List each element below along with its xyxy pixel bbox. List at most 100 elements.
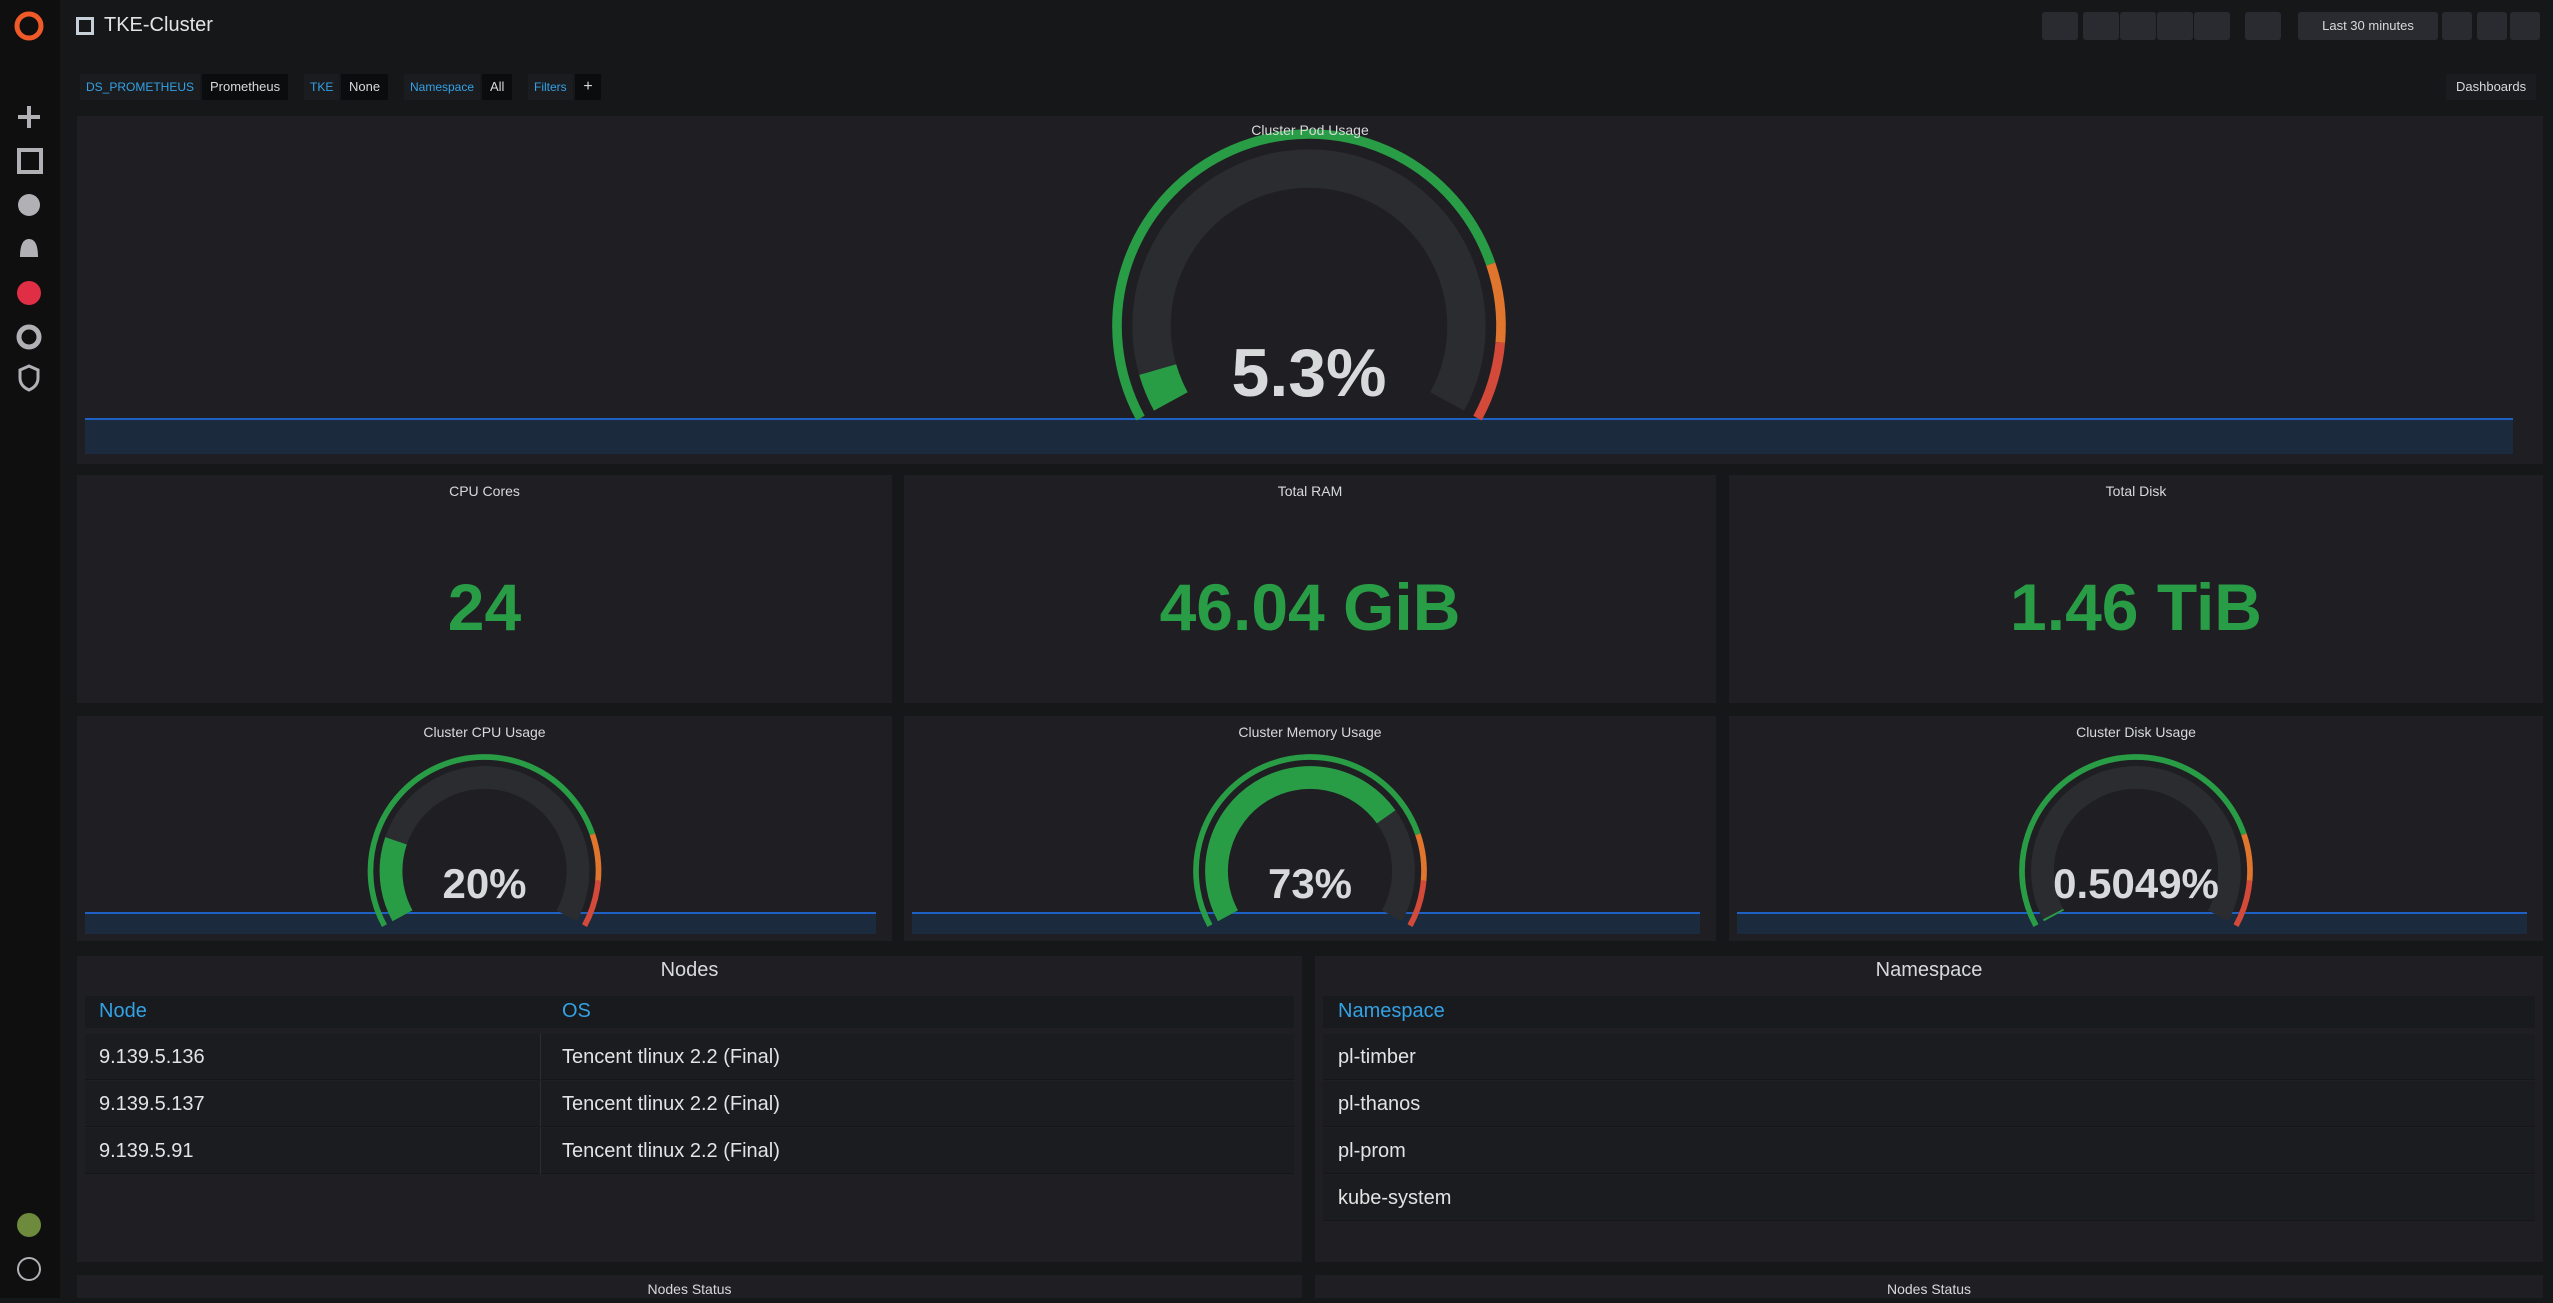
- gauge-panel: 20% Cluster CPU Usage: [77, 716, 892, 941]
- cell-divider: [540, 1081, 541, 1127]
- stat-value: 46.04 GiB: [1159, 570, 1461, 644]
- gauge-value-label: 0.5049%: [2053, 860, 2219, 907]
- stat-panel: Total RAM 46.04 GiB: [904, 475, 1716, 703]
- table-row: [1323, 1128, 2535, 1174]
- gauge-value: [1139, 363, 1188, 411]
- gauge: 73%: [1193, 754, 1427, 928]
- sidebar: [0, 0, 60, 1298]
- time-picker[interactable]: Last 30 minutes: [2298, 12, 2438, 40]
- toolbar-button[interactable]: [2120, 12, 2156, 40]
- panel-title: Cluster Pod Usage: [1251, 122, 1369, 138]
- status-panel: Nodes Status: [77, 1275, 1302, 1298]
- toolbar-button[interactable]: [2083, 12, 2119, 40]
- gauge-threshold: [1486, 262, 1506, 343]
- panel-title: Cluster Disk Usage: [2076, 724, 2196, 740]
- table-cell: pl-thanos: [1338, 1093, 1421, 1115]
- table-panel: Nodes Node OS 9.139.5.136 Tencent tlinux 2.2…: [77, 956, 1302, 1262]
- gauge-value-label: 20%: [442, 860, 526, 907]
- toolbar-button[interactable]: [2245, 12, 2281, 40]
- table-row: [85, 1034, 1294, 1080]
- gauge-panel: 73% Cluster Memory Usage: [904, 716, 1716, 941]
- cell-divider: [540, 1034, 541, 1080]
- gauge-threshold: [1407, 880, 1427, 928]
- gauge-value-label: 5.3%: [1232, 335, 1387, 411]
- dashboard-title[interactable]: TKE-Cluster: [104, 14, 213, 36]
- table-cell: 9.139.5.91: [99, 1140, 194, 1162]
- toolbar-button[interactable]: [2194, 12, 2230, 40]
- sidebar-icons: [14, 11, 44, 1281]
- config-icon[interactable]: [16, 324, 42, 350]
- help-icon[interactable]: [17, 1257, 41, 1281]
- logo[interactable]: [14, 11, 44, 41]
- table-row: [1323, 1175, 2535, 1221]
- variable-label: Namespace: [404, 74, 481, 100]
- table-cell: 9.139.5.137: [99, 1093, 205, 1115]
- panel-title: Nodes Status: [1886, 1281, 1972, 1297]
- variable-value[interactable]: All: [482, 74, 513, 100]
- column-header[interactable]: OS: [562, 1000, 591, 1022]
- user-avatar[interactable]: [17, 1213, 41, 1237]
- gauge-track: [1132, 149, 1486, 411]
- gauge-threshold: [582, 880, 601, 928]
- gauge-track: [2031, 766, 2241, 922]
- gauge-value: [1205, 766, 1396, 922]
- add-filter[interactable]: +: [575, 74, 601, 100]
- gauge-threshold: [1193, 754, 1421, 928]
- table-cell: kube-system: [1338, 1187, 1452, 1209]
- table-cell: Tencent tlinux 2.2 (Final): [562, 1046, 780, 1068]
- gauge-value: [2042, 908, 2064, 922]
- gauge-threshold: [2019, 754, 2247, 928]
- panel-title: Total RAM: [1277, 483, 1343, 499]
- column-header[interactable]: Node: [99, 1000, 147, 1022]
- stat-value: 24: [447, 570, 522, 644]
- toolbar-button[interactable]: [2042, 12, 2078, 40]
- table-row: [1323, 1081, 2535, 1127]
- panel-title: Nodes: [660, 959, 719, 981]
- panel-title: CPU Cores: [449, 483, 520, 499]
- variable-label: DS_PROMETHEUS: [80, 74, 201, 100]
- dashboards-icon[interactable]: [17, 148, 43, 174]
- table-cell: Tencent tlinux 2.2 (Final): [562, 1093, 780, 1115]
- panel-title: Nodes Status: [647, 1281, 732, 1297]
- dashboards-link[interactable]: Dashboards: [2446, 74, 2537, 100]
- plugin-icon[interactable]: [17, 281, 41, 305]
- gauge-threshold: [2233, 880, 2253, 928]
- sparkline-fill: [85, 912, 876, 934]
- sparkline-fill: [912, 912, 1700, 934]
- filters-label: Filters: [528, 74, 573, 100]
- toolbar-button[interactable]: [2477, 12, 2507, 40]
- panel-title: Cluster CPU Usage: [423, 724, 546, 740]
- column-header[interactable]: Namespace: [1338, 1000, 1445, 1022]
- variable-value[interactable]: Prometheus: [202, 74, 289, 100]
- gauge: 20%: [367, 754, 602, 928]
- gauge-value-label: 73%: [1268, 860, 1352, 907]
- panel-title: Namespace: [1875, 959, 1983, 981]
- explore-icon[interactable]: [18, 194, 40, 216]
- table-header-row: [1323, 996, 2535, 1028]
- dashboard-menu-icon[interactable]: [76, 17, 94, 35]
- gauge-value: [379, 837, 413, 922]
- table-cell: pl-prom: [1338, 1140, 1406, 1162]
- toolbar-button[interactable]: [2510, 12, 2540, 40]
- gauge-threshold: [367, 754, 596, 928]
- alerting-icon[interactable]: [20, 239, 38, 257]
- sparkline-fill: [1737, 912, 2527, 934]
- variable-value[interactable]: None: [341, 74, 389, 100]
- table-row: [85, 1081, 1294, 1127]
- table-cell: pl-timber: [1338, 1046, 1416, 1068]
- toolbar-button[interactable]: [2442, 12, 2472, 40]
- table-cell: 9.139.5.136: [99, 1046, 205, 1068]
- variable-label: TKE: [304, 74, 340, 100]
- shield-icon[interactable]: [18, 364, 40, 392]
- toolbar-button[interactable]: [2157, 12, 2193, 40]
- stat-panel: Total Disk 1.46 TiB: [1729, 475, 2543, 703]
- panel-title: Cluster Memory Usage: [1238, 724, 1382, 740]
- stat-panel: CPU Cores 24: [77, 475, 892, 703]
- stat-value: 1.46 TiB: [2010, 570, 2262, 644]
- panel-title: Total Disk: [2105, 483, 2167, 499]
- table-row: [1323, 1034, 2535, 1080]
- create-icon[interactable]: [18, 106, 40, 128]
- cell-divider: [540, 1128, 541, 1174]
